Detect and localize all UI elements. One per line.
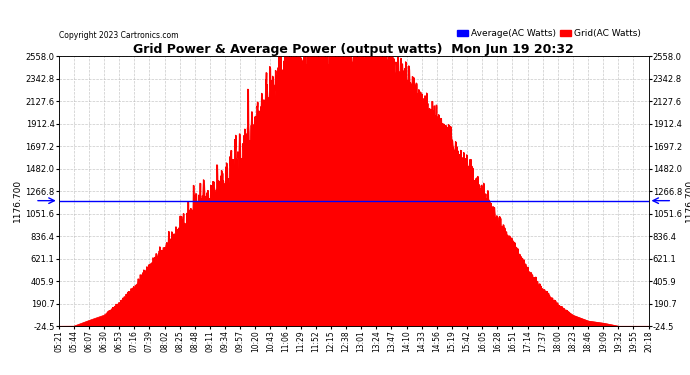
Text: 1176.700: 1176.700 (685, 179, 690, 222)
Text: 1176.700: 1176.700 (13, 179, 22, 222)
Legend: Average(AC Watts), Grid(AC Watts): Average(AC Watts), Grid(AC Watts) (453, 26, 644, 42)
Text: Copyright 2023 Cartronics.com: Copyright 2023 Cartronics.com (59, 31, 178, 40)
Title: Grid Power & Average Power (output watts)  Mon Jun 19 20:32: Grid Power & Average Power (output watts… (133, 44, 574, 57)
